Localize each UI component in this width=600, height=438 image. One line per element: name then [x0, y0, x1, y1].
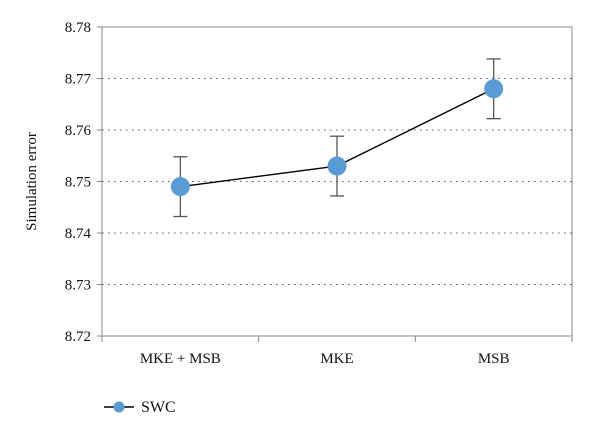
y-tick-label: 8.77: [65, 72, 92, 88]
error-bars: [173, 58, 501, 218]
legend-marker: [113, 401, 125, 413]
legend-label-swc: SWC: [141, 399, 176, 416]
y-tick-label: 8.78: [65, 20, 91, 36]
y-tick-label: 8.76: [65, 123, 92, 139]
x-tick-label: MKE: [320, 351, 353, 367]
x-tick-label: MSB: [478, 351, 510, 367]
y-axis-label: Simulation error: [24, 132, 40, 231]
data-point: [327, 156, 347, 176]
y-tick-label: 8.72: [65, 329, 91, 345]
x-axis: MKE + MSB MKE MSB: [101, 336, 573, 367]
y-tick-label: 8.75: [65, 175, 91, 191]
legend: SWC: [104, 399, 176, 416]
data-point: [170, 177, 190, 197]
data-point: [484, 79, 504, 99]
y-tick-label: 8.73: [65, 278, 91, 294]
y-axis: 8.72 8.73 8.74 8.75 8.76 8.77 8.78: [65, 20, 102, 345]
x-tick-label: MKE + MSB: [140, 351, 221, 367]
y-tick-label: 8.74: [65, 226, 92, 242]
series-swc: [170, 79, 504, 197]
